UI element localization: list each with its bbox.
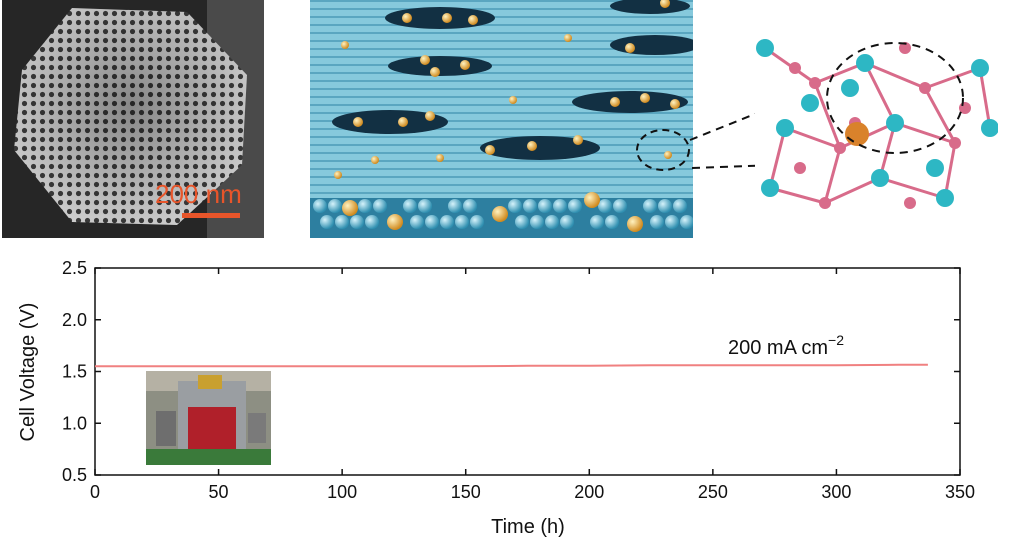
atomic-structure-model (755, 28, 998, 218)
scale-bar-label: 200 nm (155, 179, 242, 209)
zoom-highlight-circle (636, 129, 690, 171)
sem-micrograph: 200 nm (2, 0, 264, 238)
layered-structure-schematic (310, 0, 693, 238)
y-tick-label: 2.5 (62, 258, 87, 278)
cell-voltage-chart: 0 50 100 150 200 250 300 350 0.5 1.0 1.5 2.0 2.5 Tim… (17, 258, 975, 538)
y-tick-label: 1.0 (62, 413, 87, 433)
ball-and-stick-model (756, 39, 998, 209)
sem-particle-image: 200 nm (2, 0, 264, 238)
x-axis-title: Time (h) (491, 516, 565, 538)
current-density-annotation: 200 mA cm−2 (728, 332, 844, 359)
electrolyzer-device-image (146, 371, 271, 465)
x-tick-label: 100 (327, 482, 357, 502)
voltage-series (95, 363, 928, 368)
scale-bar (182, 213, 240, 218)
x-tick-label: 250 (698, 482, 728, 502)
voltage-line (95, 363, 928, 368)
y-axis-title: Cell Voltage (V) (17, 303, 39, 442)
x-tick-label: 300 (821, 482, 851, 502)
y-tick-label: 1.5 (62, 362, 87, 382)
x-tick-label: 50 (209, 482, 229, 502)
schematic-illustration (310, 0, 693, 238)
electrolyzer-photo-inset (146, 371, 271, 465)
x-tick-label: 350 (945, 482, 975, 502)
y-tick-label: 2.0 (62, 310, 87, 330)
x-tick-label: 150 (451, 482, 481, 502)
y-tick-label: 0.5 (62, 465, 87, 485)
x-tick-label: 200 (574, 482, 604, 502)
x-tick-label: 0 (90, 482, 100, 502)
axis-ticks: 0 50 100 150 200 250 300 350 0.5 1.0 1.5 2.0 2.5 (62, 258, 975, 502)
zoom-target-circle (826, 42, 964, 154)
